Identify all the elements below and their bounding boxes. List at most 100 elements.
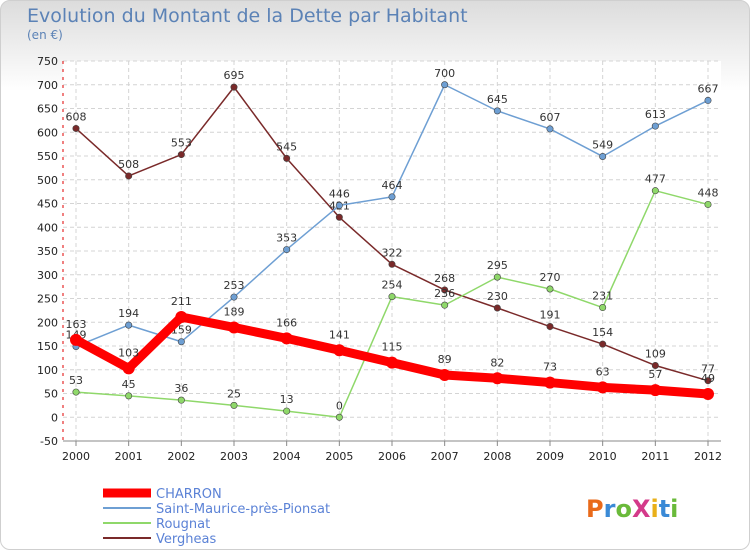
data-point (283, 246, 291, 254)
data-point (335, 213, 343, 221)
data-label: 154 (592, 326, 613, 339)
x-tick-label: 2003 (220, 450, 248, 463)
data-label: 49 (701, 372, 715, 385)
data-label: 89 (438, 353, 452, 366)
data-point (493, 273, 501, 281)
chart-title: Evolution du Montant de la Dette par Hab… (27, 5, 468, 27)
data-point (125, 321, 133, 329)
data-label: 115 (382, 341, 403, 354)
data-label: 645 (487, 93, 508, 106)
data-point (386, 356, 398, 369)
data-point (493, 107, 501, 115)
data-label: 103 (118, 346, 139, 359)
x-tick-label: 2005 (325, 450, 353, 463)
data-label: 236 (434, 287, 455, 300)
data-label: 607 (540, 111, 561, 124)
legend-label: Saint-Maurice-près-Pionsat (156, 502, 330, 517)
data-label: 353 (276, 232, 297, 245)
chart-subtitle: (en €) (27, 28, 63, 42)
y-tick-label: 550 (37, 150, 58, 163)
y-tick-label: 200 (37, 316, 58, 329)
data-point (72, 124, 80, 132)
data-point (441, 81, 449, 89)
data-point (599, 304, 607, 312)
data-point (175, 311, 188, 324)
data-point (388, 260, 396, 268)
y-tick-label: 350 (37, 245, 58, 258)
data-point (125, 392, 133, 400)
data-point (651, 122, 659, 130)
data-point (388, 293, 396, 301)
x-tick-label: 2012 (694, 450, 722, 463)
data-label: 667 (698, 82, 719, 95)
data-label: 270 (540, 271, 561, 284)
data-point (333, 344, 346, 357)
data-point (651, 361, 659, 369)
data-point (704, 200, 712, 208)
data-label: 194 (118, 307, 139, 320)
y-tick-label: 400 (37, 221, 58, 234)
data-point (177, 151, 185, 159)
data-point (72, 388, 80, 396)
data-label: 477 (645, 173, 666, 186)
x-tick-label: 2010 (589, 450, 617, 463)
data-label: 141 (329, 328, 350, 341)
y-tick-label: 700 (37, 79, 58, 92)
y-tick-label: 150 (37, 340, 58, 353)
data-label: 77 (701, 363, 715, 376)
y-tick-label: 450 (37, 198, 58, 211)
y-tick-label: 0 (51, 411, 58, 424)
data-label: 25 (227, 387, 241, 400)
x-tick-label: 2009 (536, 450, 564, 463)
x-tick-label: 2001 (115, 450, 143, 463)
data-label: 322 (382, 246, 403, 259)
data-label: 36 (174, 382, 188, 395)
data-label: 57 (648, 368, 662, 381)
data-point (335, 201, 343, 209)
data-label: 109 (645, 347, 666, 360)
data-point (704, 377, 712, 385)
data-point (546, 125, 554, 133)
data-point (230, 293, 238, 301)
data-label: 230 (487, 290, 508, 303)
data-point (177, 338, 185, 346)
x-tick-label: 2004 (273, 450, 301, 463)
data-label: 211 (171, 295, 192, 308)
x-tick-label: 2006 (378, 450, 406, 463)
data-label: 700 (434, 67, 455, 80)
x-tick-label: 2000 (62, 450, 90, 463)
proxiti-logo: ProXiti (586, 495, 678, 523)
data-point (70, 333, 82, 346)
y-tick-label: 600 (37, 126, 58, 139)
x-tick-label: 2007 (431, 450, 459, 463)
data-point (546, 285, 554, 293)
data-point (493, 304, 501, 312)
data-point (230, 401, 238, 409)
data-point (544, 376, 556, 389)
data-point (230, 83, 238, 91)
data-label: 191 (540, 309, 561, 322)
data-label: 549 (592, 138, 613, 151)
data-label: 446 (329, 187, 350, 200)
data-label: 295 (487, 259, 508, 272)
x-tick-label: 2011 (641, 450, 669, 463)
data-point (599, 152, 607, 160)
data-point (651, 187, 659, 195)
data-label: 268 (434, 272, 455, 285)
data-label: 608 (66, 110, 87, 123)
data-label: 695 (224, 69, 245, 82)
data-point (704, 96, 712, 104)
y-tick-label: 500 (37, 174, 58, 187)
data-point (546, 323, 554, 331)
data-label: 45 (122, 378, 136, 391)
data-label: 613 (645, 108, 666, 121)
data-label: 553 (171, 137, 192, 150)
data-label: 254 (382, 279, 403, 292)
data-label: 231 (592, 290, 613, 303)
data-point (702, 387, 714, 400)
data-point (441, 301, 449, 309)
y-tick-label: 100 (37, 364, 58, 377)
data-label: 63 (596, 365, 610, 378)
